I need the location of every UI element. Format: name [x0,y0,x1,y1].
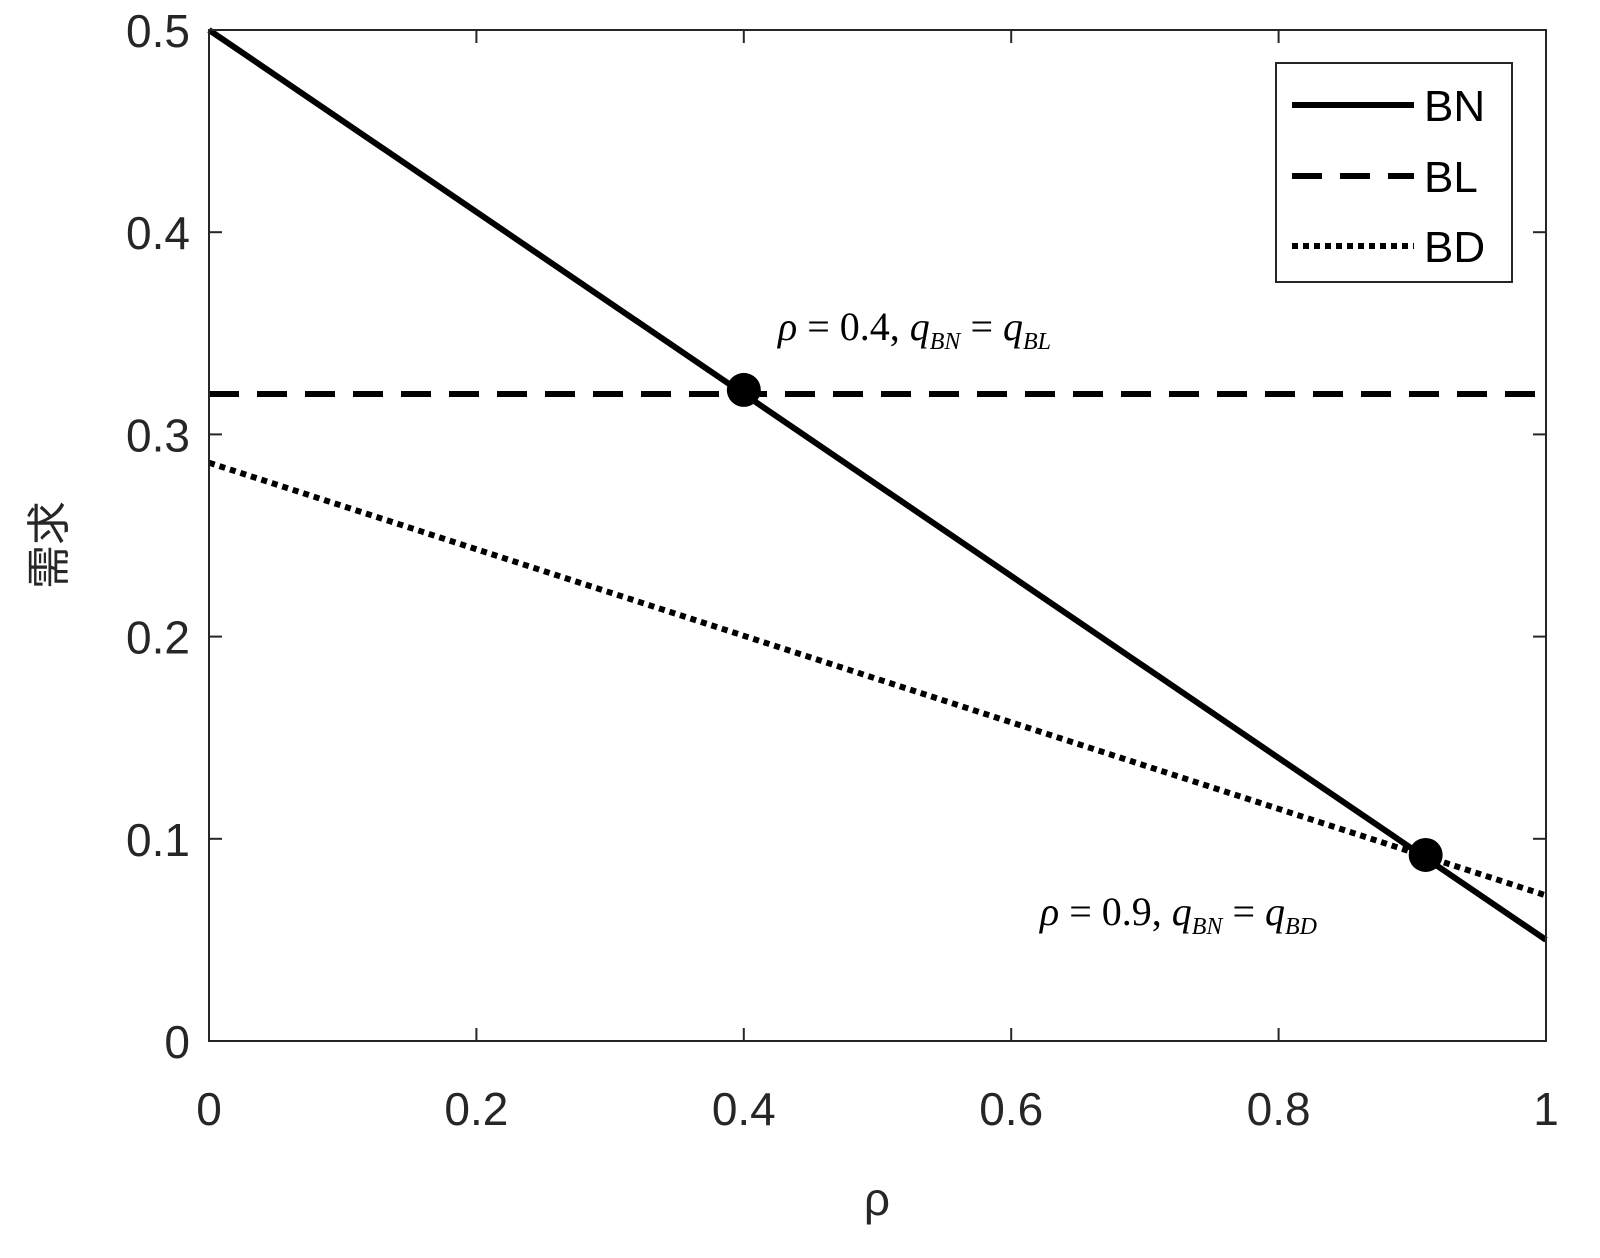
anno1-q1: q [910,304,930,349]
y-tick-label: 0.5 [126,5,190,57]
anno1-eq2: = [960,304,1003,349]
anno2-eq2: = [1222,889,1265,934]
legend-label-bl: BL [1424,153,1478,202]
anno2-sub2: BD [1285,914,1317,940]
y-axis-title: 需求 [24,501,75,589]
y-tick-label: 0 [164,1016,190,1068]
anno1-q2: q [1003,304,1023,349]
x-tick-label: 0.2 [444,1083,508,1135]
y-tick-label: 0.1 [126,814,190,866]
anno1-eq: = 0.4, [797,304,910,349]
annotation-rho-0-9: ρ = 0.9, qBN = qBD [1038,889,1317,940]
anno1-sub1: BN [930,329,963,355]
series-line-bd [208,459,1547,899]
series-layer [207,27,1548,943]
annotation-rho-0-4: ρ = 0.4, qBN = qBL [776,304,1051,355]
legend-label-bn: BN [1424,82,1485,131]
x-tick-label: 0.6 [979,1083,1043,1135]
legend-label-bd: BD [1424,223,1485,272]
y-tick-label: 0.3 [126,409,190,461]
y-tick-label: 0.4 [126,207,190,259]
anno1-sub2: BL [1023,329,1051,355]
x-tick-label: 0.4 [712,1083,776,1135]
series-line-bn [207,27,1548,943]
marker-layer [726,372,1443,872]
axes-box [208,29,1547,1042]
anno2-q1: q [1172,889,1192,934]
x-tick-labels: 0 0.2 0.4 0.6 0.8 1 [196,1083,1559,1135]
x-axis-title: ρ [864,1173,890,1225]
anno2-eq: = 0.9, [1059,889,1172,934]
x-tick-label: 0.8 [1247,1083,1311,1135]
anno1-rho: ρ [776,304,797,349]
y-tick-labels: 0 0.1 0.2 0.3 0.4 0.5 [126,5,190,1068]
legend: BN BL BD [1275,62,1513,283]
anno2-sub1: BN [1192,914,1225,940]
x-tick-label: 1 [1533,1083,1559,1135]
x-tick-label: 0 [196,1083,222,1135]
y-tick-label: 0.2 [126,612,190,664]
intersection-marker-1 [726,372,761,407]
anno2-q2: q [1265,889,1285,934]
intersection-marker-2 [1408,837,1443,872]
anno2-rho: ρ [1038,889,1059,934]
